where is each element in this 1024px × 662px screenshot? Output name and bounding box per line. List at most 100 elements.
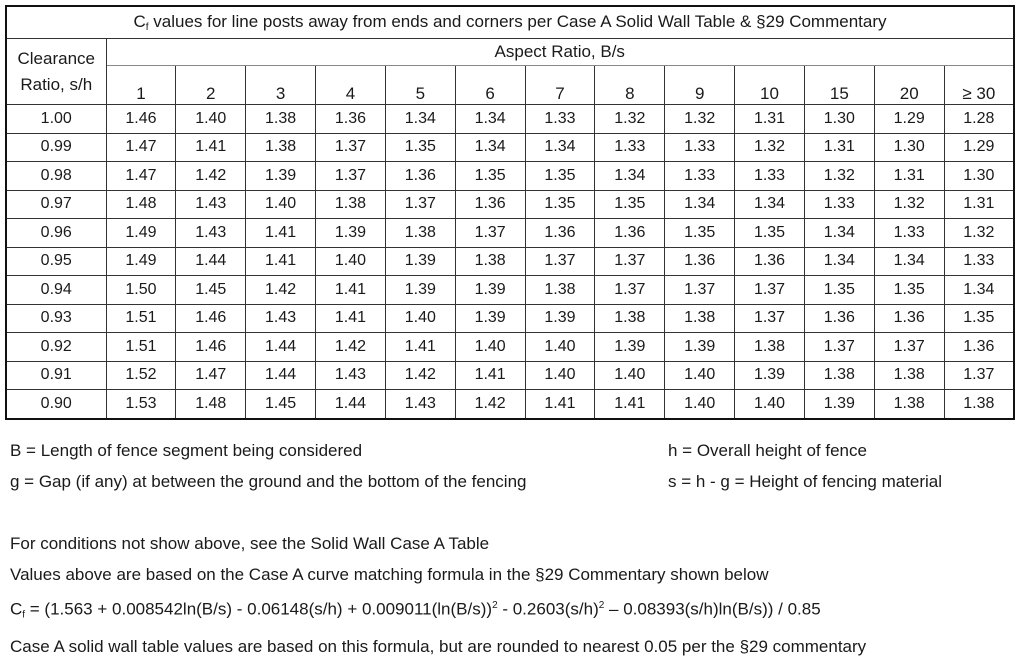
clearance-ratio-cell: 0.96	[5, 218, 107, 248]
definition-s: s = h - g = Height of fencing material	[668, 472, 943, 491]
column-header: 6	[454, 65, 526, 105]
cf-value-cell: 1.32	[734, 132, 805, 162]
column-header: 15	[803, 65, 875, 105]
cf-value-cell: 1.38	[734, 332, 805, 362]
clearance-ratio-cell: 0.94	[5, 275, 107, 305]
cf-value-cell: 1.37	[594, 275, 666, 305]
cf-value-cell: 1.33	[664, 161, 736, 191]
cf-value-cell: 1.32	[803, 161, 875, 191]
cf-value-cell: 1.38	[384, 218, 456, 248]
cf-value-cell: 1.38	[803, 360, 875, 390]
cf-value-cell: 1.37	[454, 218, 526, 248]
cf-value-cell: 1.31	[734, 104, 805, 134]
cf-value-cell: 1.41	[594, 389, 666, 419]
cf-value-cell: 1.47	[105, 132, 177, 162]
cf-value-cell: 1.39	[454, 303, 526, 333]
cf-value-cell: 1.38	[245, 104, 317, 134]
cf-value-cell: 1.38	[524, 275, 596, 305]
cf-value-cell: 1.34	[734, 189, 805, 219]
cf-value-cell: 1.49	[105, 246, 177, 276]
cf-value-cell: 1.31	[873, 161, 945, 191]
cf-value-cell: 1.41	[524, 389, 596, 419]
table-row: 0.94 1.50 1.45 1.42 1.41 1.39 1.39 1.38 1.37 1.37…	[5, 275, 1015, 305]
cf-value-cell: 1.39	[245, 161, 317, 191]
cf-value-cell: 1.40	[175, 104, 247, 134]
cf-value-cell: 1.44	[315, 389, 386, 419]
cf-value-cell: 1.34	[803, 218, 875, 248]
cf-value-cell: 1.37	[943, 360, 1015, 390]
column-header: ≥ 30	[943, 65, 1015, 105]
cf-value-cell: 1.44	[175, 246, 247, 276]
cf-value-cell: 1.40	[594, 360, 666, 390]
cf-value-cell: 1.36	[943, 332, 1015, 362]
cf-value-cell: 1.36	[594, 218, 666, 248]
cf-value-cell: 1.42	[245, 275, 317, 305]
cf-value-cell: 1.38	[245, 132, 317, 162]
cf-value-cell: 1.38	[943, 389, 1015, 419]
table-row: 0.93 1.51 1.46 1.43 1.41 1.40 1.39 1.39 1.38 1.38…	[5, 303, 1015, 333]
cf-value-cell: 1.37	[734, 275, 805, 305]
cf-value-cell: 1.34	[664, 189, 736, 219]
cf-value-cell: 1.34	[454, 104, 526, 134]
cf-value-cell: 1.34	[454, 132, 526, 162]
cf-value-cell: 1.39	[734, 360, 805, 390]
cf-value-cell: 1.39	[384, 246, 456, 276]
cf-value-cell: 1.36	[664, 246, 736, 276]
cf-value-cell: 1.43	[384, 389, 456, 419]
cf-value-cell: 1.38	[594, 303, 666, 333]
cf-value-cell: 1.45	[245, 389, 317, 419]
table-row: 0.95 1.49 1.44 1.41 1.40 1.39 1.38 1.37 1.37 1.36…	[5, 246, 1015, 276]
cf-value-cell: 1.34	[943, 275, 1015, 305]
cf-value-cell: 1.39	[803, 389, 875, 419]
cf-value-cell: 1.32	[664, 104, 736, 134]
cf-value-cell: 1.40	[734, 389, 805, 419]
table-row: 0.91 1.52 1.47 1.44 1.43 1.42 1.41 1.40 1.40 1.40…	[5, 360, 1015, 390]
cf-value-cell: 1.40	[524, 332, 596, 362]
column-header: 1	[105, 65, 177, 105]
table-title: Cf values for line posts away from ends …	[5, 5, 1015, 39]
cf-value-cell: 1.41	[245, 218, 317, 248]
cf-value-cell: 1.39	[315, 218, 386, 248]
note-values-basis: Values above are based on the Case A cur…	[10, 565, 769, 584]
cf-value-cell: 1.42	[454, 389, 526, 419]
cf-value-cell: 1.31	[943, 189, 1015, 219]
cf-value-cell: 1.40	[524, 360, 596, 390]
column-header: 2	[175, 65, 247, 105]
cf-value-cell: 1.41	[454, 360, 526, 390]
table-row: 0.98 1.47 1.42 1.39 1.37 1.36 1.35 1.35 1.34 1.33…	[5, 161, 1015, 191]
cf-value-cell: 1.43	[175, 189, 247, 219]
cf-value-cell: 1.32	[943, 218, 1015, 248]
column-header: 5	[384, 65, 456, 105]
cf-value-cell: 1.33	[873, 218, 945, 248]
cf-value-cell: 1.39	[524, 303, 596, 333]
cf-value-cell: 1.44	[245, 360, 317, 390]
cf-value-cell: 1.47	[105, 161, 177, 191]
cf-value-cell: 1.46	[175, 332, 247, 362]
cf-value-cell: 1.43	[315, 360, 386, 390]
note-formula: Cf = (1.563 + 0.008542ln(B/s) - 0.06148(…	[10, 599, 821, 621]
cf-value-cell: 1.36	[315, 104, 386, 134]
cf-value-cell: 1.31	[803, 132, 875, 162]
cf-value-cell: 1.48	[175, 389, 247, 419]
cf-value-cell: 1.53	[105, 389, 177, 419]
cf-value-cell: 1.37	[873, 332, 945, 362]
cf-value-cell: 1.37	[803, 332, 875, 362]
cf-value-cell: 1.46	[105, 104, 177, 134]
cf-value-cell: 1.30	[943, 161, 1015, 191]
column-header: 3	[245, 65, 317, 105]
cf-value-cell: 1.51	[105, 332, 177, 362]
cf-value-cell: 1.34	[524, 132, 596, 162]
cf-value-cell: 1.35	[873, 275, 945, 305]
table-row: 1.00 1.46 1.40 1.38 1.36 1.34 1.34 1.33 1.32 1.32…	[5, 104, 1015, 134]
cf-value-cell: 1.39	[454, 275, 526, 305]
cf-value-cell: 1.37	[664, 275, 736, 305]
clearance-ratio-cell: 0.99	[5, 132, 107, 162]
cf-value-cell: 1.43	[175, 218, 247, 248]
cf-value-cell: 1.33	[803, 189, 875, 219]
cf-value-cell: 1.35	[524, 161, 596, 191]
cf-value-cell: 1.36	[873, 303, 945, 333]
column-header: 7	[524, 65, 596, 105]
cf-value-cell: 1.37	[315, 132, 386, 162]
cf-value-cell: 1.33	[524, 104, 596, 134]
cf-value-cell: 1.35	[594, 189, 666, 219]
